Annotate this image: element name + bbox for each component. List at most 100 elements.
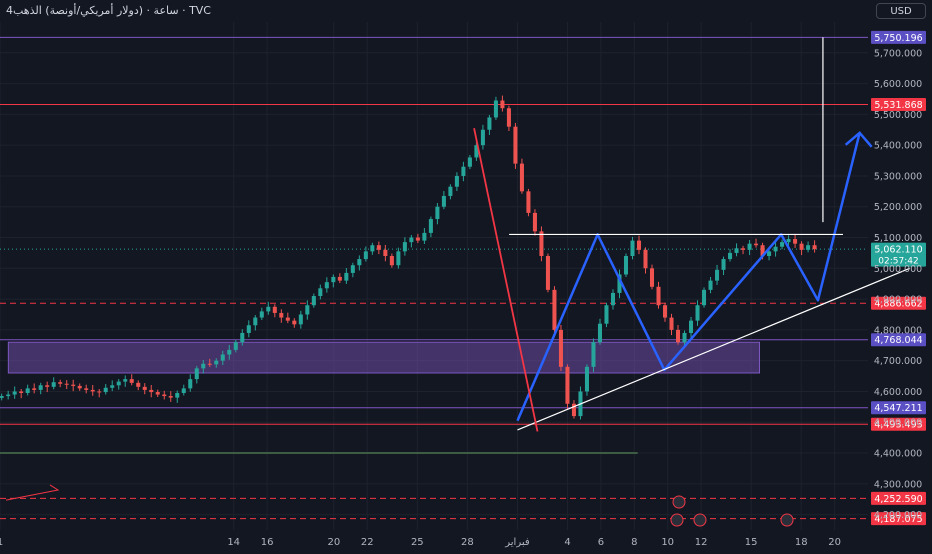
candle-body (279, 312, 284, 318)
price-label-bg (871, 333, 926, 347)
candle-body (617, 274, 622, 293)
candle-body (565, 366, 570, 404)
candle-body (799, 243, 804, 250)
candle-body (734, 248, 739, 253)
candle-body (474, 145, 479, 158)
candle-body (357, 259, 362, 266)
candle-body (116, 381, 121, 386)
candle-body (155, 392, 160, 395)
price-label-bg (871, 491, 926, 505)
candle-body (708, 280, 713, 290)
candle-body (149, 389, 154, 393)
price-label-bg (871, 30, 926, 44)
support-trendline (517, 267, 910, 431)
candle-body (610, 292, 615, 306)
candle-body (636, 240, 642, 250)
candle-body (12, 391, 17, 395)
price-label-text: 4,886.662 (874, 299, 922, 310)
drop-trendline (473, 128, 539, 432)
candle-body (207, 363, 212, 365)
price-label-tag: 4,768.044 (871, 333, 926, 347)
candle-body (780, 242, 785, 247)
price-label-text: 5,750.196 (874, 33, 922, 44)
candle-body (71, 384, 76, 386)
candle-body (747, 243, 752, 250)
drawings (0, 37, 910, 501)
candle-body (266, 306, 271, 312)
candle-body (123, 379, 128, 382)
candle-body (233, 342, 238, 350)
event-flag-icon (672, 495, 686, 509)
candle-body (162, 394, 167, 397)
x-tick-label: 20 (828, 537, 841, 548)
candle-body (526, 191, 531, 213)
candle-body (97, 391, 102, 393)
y-tick-label: 5,500.000 (874, 110, 922, 121)
candle-body (142, 386, 147, 390)
candle-body (383, 249, 388, 256)
candle-body (214, 360, 219, 365)
candle-body (806, 245, 811, 250)
price-label-text: 4,252.590 (874, 494, 922, 505)
candle-body (675, 329, 681, 343)
y-tick-label: 4,400.000 (874, 449, 922, 460)
candle-body (760, 245, 765, 256)
candle-body (715, 269, 720, 281)
x-tick-label: 4 (564, 537, 570, 548)
candle-body (604, 305, 609, 324)
candle-body (51, 382, 56, 387)
price-label-text: 4,187.075 (874, 514, 922, 525)
candle-body (240, 332, 245, 343)
levels (0, 36, 868, 520)
candle-body (571, 403, 576, 417)
symbol-header[interactable]: 4ساعة · (دولار أمريكي/أونصة) الذهب · TVC (6, 4, 211, 17)
candle-body (630, 240, 635, 256)
candle-body (812, 245, 817, 250)
countdown-text: 02:57:42 (878, 257, 918, 267)
y-tick-label: 5,700.000 (874, 48, 922, 59)
candle-body (402, 242, 407, 252)
price-label-text: 4,547.211 (874, 403, 922, 414)
candle-body (350, 265, 355, 273)
candle-body (90, 389, 95, 392)
x-tick-label: 22 (361, 537, 374, 548)
candle-body (461, 166, 466, 176)
y-tick-label: 4,900.000 (874, 295, 922, 306)
price-label-bg (871, 401, 926, 415)
candle-body (38, 385, 43, 390)
candle-body (767, 251, 772, 256)
y-tick-label: 5,000.000 (874, 264, 922, 275)
candle-body (25, 388, 30, 393)
x-tick-label: 16 (261, 537, 274, 548)
y-tick-label: 4,700.000 (874, 356, 922, 367)
candle-body (259, 311, 264, 318)
candle-body (467, 157, 472, 167)
candle-body (513, 126, 518, 164)
price-label-tag: 4,187.075 (871, 512, 926, 526)
candle-body (448, 186, 453, 196)
candle-body (643, 249, 648, 269)
candle-body (500, 100, 505, 109)
candle-body (129, 379, 134, 383)
candle-body (305, 305, 310, 315)
x-tick-label: 28 (461, 537, 474, 548)
price-label-text: 4,768.044 (874, 335, 922, 346)
candle-body (454, 175, 459, 187)
left-arrow (5, 484, 60, 501)
candle-body (227, 349, 232, 355)
candle-body (103, 387, 108, 393)
candle-body (45, 385, 50, 387)
candle-body (415, 237, 420, 241)
candle-body (539, 231, 544, 256)
price-label-tag: 4,493.493 (871, 417, 926, 431)
price-label-bg (871, 512, 926, 526)
currency-button[interactable]: USD (876, 3, 926, 19)
candle-body (298, 314, 303, 325)
x-tick-label: 20 (327, 537, 340, 548)
x-axis[interactable]: 1 14 16 20 22 25 28 فبراير 4 6 8 10 12 15 18 20 (0, 537, 841, 548)
candle-body (194, 368, 199, 380)
candle-body (201, 363, 206, 369)
